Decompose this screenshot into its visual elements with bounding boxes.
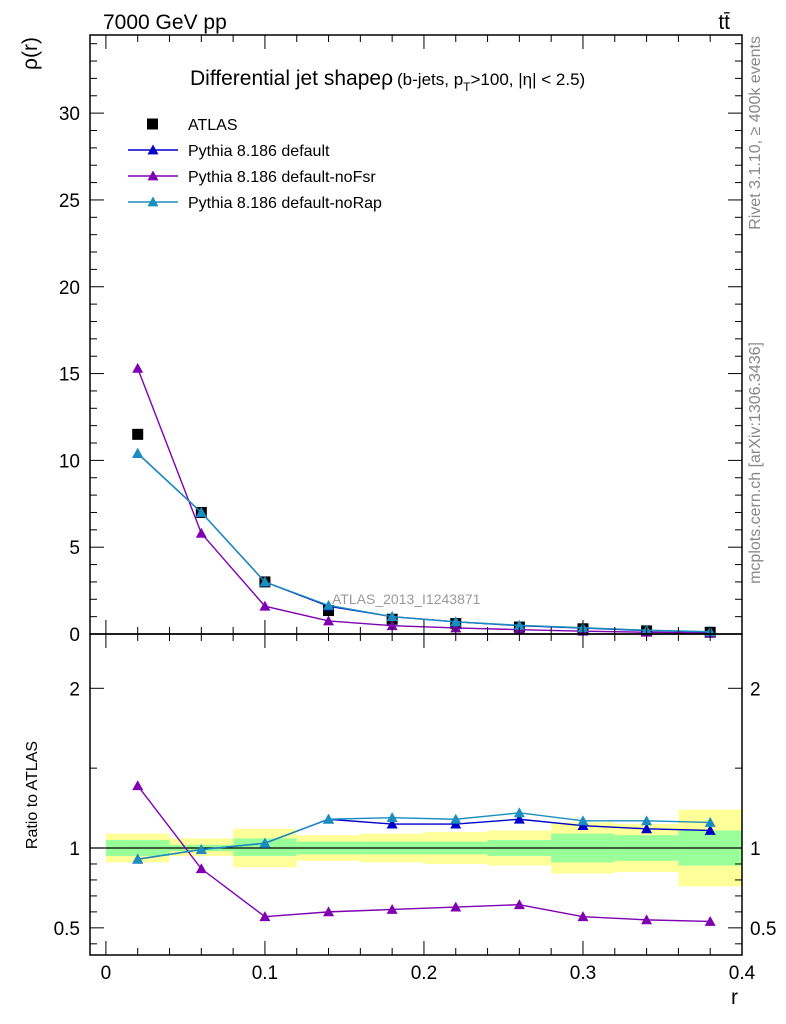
y-tick-label: 0 — [69, 625, 80, 646]
ratio-y-tick-label-right: 2 — [750, 679, 761, 700]
series-marker-noRap — [132, 447, 144, 458]
ratio-marker-noRap — [132, 853, 144, 864]
y-tick-label: 30 — [59, 104, 80, 125]
title-cuts-post: >100, |η| < 2.5) — [471, 70, 586, 89]
ratio-marker-noFsr — [450, 901, 462, 912]
y-tick-label: 5 — [69, 538, 80, 559]
title-cuts: (b-jets, p — [397, 70, 463, 89]
legend-marker-noFsr — [147, 170, 159, 181]
y-tick-label: 25 — [59, 191, 80, 212]
legend-marker-default — [147, 144, 159, 155]
ratio-marker-default — [704, 824, 716, 835]
frames — [89, 34, 743, 956]
x-tick-label: 0.2 — [411, 963, 437, 984]
ratio-y-axis-label: Ratio to ATLAS — [24, 741, 41, 849]
legend-marker-noRap — [147, 196, 159, 207]
tick-labels: 0 0.1 0.2 0.3 0.4 0 5 10 15 20 25 30 0.5 0.5 1 1 2 2 — [54, 104, 777, 984]
ratio-marker-default — [386, 818, 398, 829]
ratio-marker-noFsr — [577, 911, 589, 922]
series-marker-noRap — [386, 611, 398, 622]
series-marker-noFsr — [132, 362, 144, 373]
ratio-marker-noRap — [450, 813, 462, 824]
series-marker-noRap — [513, 619, 525, 630]
ratio-marker-noRap — [195, 844, 207, 854]
mcplots-label: mcplots.cern.ch [arXiv:1306.3436] — [747, 342, 764, 584]
ratio-marker-noRap — [323, 813, 335, 824]
ratio-marker-noFsr — [386, 903, 398, 914]
ratio-y-tick-label: 1 — [69, 839, 80, 860]
legend: ATLAS Pythia 8.186 default Pythia 8.186 de… — [128, 117, 382, 212]
ratio-marker-noFsr — [323, 906, 335, 917]
ratio-marker-noFsr — [195, 863, 207, 874]
x-tick-label: 0.4 — [729, 963, 756, 984]
data-point-atlas — [132, 428, 144, 440]
ratio-marker-noFsr — [513, 899, 525, 910]
legend-label: Pythia 8.186 default-noFsr — [188, 169, 376, 186]
ratio-frame — [89, 633, 743, 956]
ratio-marker-noRap — [386, 812, 398, 823]
ratio-marker-noFsr — [132, 780, 144, 791]
ratio-marker-noRap — [641, 815, 653, 826]
ratio-line-noRap — [137, 812, 711, 860]
y-tick-label: 10 — [59, 451, 80, 472]
ratio-marker-noRap — [259, 837, 271, 848]
series-marker-noRap — [259, 576, 271, 587]
series-marker-noRap — [323, 599, 335, 610]
legend-marker-atlas — [147, 118, 158, 130]
series-marker-noFsr — [323, 615, 335, 626]
ratio-y-tick-label-right: 0.5 — [750, 919, 776, 940]
series-marker-noRap — [195, 506, 207, 517]
legend-label: Pythia 8.186 default-noRap — [188, 195, 382, 212]
series-marker-noRap — [450, 616, 462, 627]
legend-label: ATLAS — [188, 117, 238, 134]
ratio-y-tick-label: 0.5 — [54, 919, 80, 940]
x-tick-label: 0.1 — [252, 963, 278, 984]
ticks — [90, 35, 743, 955]
series-marker-noFsr — [386, 620, 398, 631]
ratio-marker-default — [641, 823, 653, 834]
title-main: Differential jet shape — [190, 67, 381, 90]
main-y-axis-label: ρ(r) — [19, 37, 42, 70]
ratio-y-tick-label: 2 — [69, 679, 80, 700]
series-marker-noFsr — [259, 600, 271, 611]
ratio-y-tick-label-right: 1 — [750, 839, 761, 860]
plot-title: Differential jet shapeρ (b-jets, pT>100, … — [190, 67, 585, 94]
y-tick-label: 15 — [59, 365, 80, 386]
ratio-marker-noFsr — [259, 911, 271, 922]
title-cuts-sub: T — [463, 80, 471, 94]
process-label: tt̄ — [718, 11, 730, 34]
ratio-series — [132, 780, 716, 926]
energy-label: 7000 GeV pp — [103, 11, 227, 34]
analysis-label: ATLAS_2013_I1243871 — [332, 591, 481, 607]
legend-label: Pythia 8.186 default — [188, 143, 330, 160]
ratio-marker-noFsr — [704, 915, 716, 926]
ratio-marker-noRap — [577, 815, 589, 826]
title-symbol: ρ — [381, 67, 393, 90]
series-marker-noFsr — [195, 527, 207, 538]
x-tick-label: 0 — [101, 963, 112, 984]
ratio-line-noFsr — [137, 785, 711, 923]
ratio-marker-noRap — [704, 816, 716, 827]
y-tick-label: 20 — [59, 278, 80, 299]
x-axis-label: r — [731, 986, 738, 1009]
ratio-marker-noFsr — [641, 914, 653, 925]
ratio-marker-noRap — [513, 807, 525, 818]
rivet-label: Rivet 3.1.10, ≥ 400k events — [747, 36, 764, 230]
ratio-marker-default — [513, 813, 525, 824]
x-tick-label: 0.3 — [570, 963, 596, 984]
